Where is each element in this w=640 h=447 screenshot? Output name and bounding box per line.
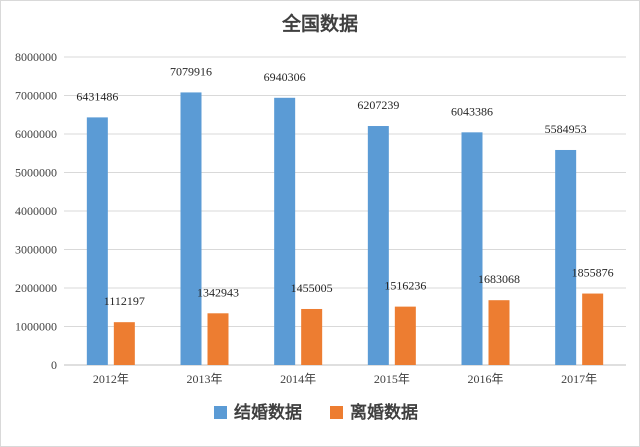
data-label: 7079916 <box>170 64 212 78</box>
x-axis: 2012年 2013年 2014年 2015年 2016年 2017年 <box>93 372 597 386</box>
y-tick-label: 6000000 <box>15 127 57 141</box>
data-label: 1342943 <box>197 285 239 299</box>
data-label: 1455005 <box>291 281 333 295</box>
bar-divorce <box>394 306 416 365</box>
bar-marriage <box>86 117 108 365</box>
y-tick-label: 2000000 <box>15 281 57 295</box>
data-label: 6207239 <box>357 98 399 112</box>
bars: 6431486 1112197 7079916 1342943 6940306 14550… <box>76 64 614 366</box>
data-label: 1683068 <box>478 272 520 286</box>
legend-label: 离婚数据 <box>350 402 418 423</box>
x-tick-label: 2014年 <box>280 372 316 386</box>
legend: 结婚数据 离婚数据 <box>214 402 418 423</box>
x-tick-label: 2017年 <box>561 372 597 386</box>
data-label: 1112197 <box>104 294 145 308</box>
chart-title: 全国数据 <box>281 12 358 35</box>
bar-divorce <box>301 308 323 365</box>
legend-swatch <box>330 406 343 419</box>
y-tick-label: 1000000 <box>15 320 57 334</box>
bar-divorce <box>488 300 510 365</box>
y-tick-label: 5000000 <box>15 166 57 180</box>
y-tick-label: 4000000 <box>15 204 57 218</box>
legend-swatch <box>214 406 227 419</box>
gridlines <box>64 56 626 366</box>
bar-marriage <box>461 132 483 365</box>
data-label: 6940306 <box>264 70 306 84</box>
bar-divorce <box>207 313 229 365</box>
x-tick-label: 2015年 <box>374 372 410 386</box>
data-label: 1516236 <box>384 279 426 293</box>
data-label: 6431486 <box>76 89 118 103</box>
data-label: 1855876 <box>572 266 614 280</box>
data-label: 5584953 <box>545 122 587 136</box>
bar-marriage <box>555 149 577 365</box>
bar-marriage <box>180 92 202 366</box>
y-tick-label: 7000000 <box>15 89 57 103</box>
y-axis: 0 1000000 2000000 3000000 4000000 5000000 6000… <box>15 50 57 372</box>
bar-divorce <box>113 322 135 365</box>
x-tick-label: 2013年 <box>186 372 222 386</box>
x-tick-label: 2012年 <box>93 372 129 386</box>
bar-marriage <box>274 97 296 365</box>
x-tick-label: 2016年 <box>467 372 503 386</box>
y-tick-label: 0 <box>51 358 57 372</box>
y-tick-label: 3000000 <box>15 243 57 257</box>
y-tick-label: 8000000 <box>15 50 57 64</box>
legend-label: 结婚数据 <box>234 402 302 423</box>
bar-divorce <box>582 293 604 365</box>
data-label: 6043386 <box>451 104 493 118</box>
bar-marriage <box>367 126 389 365</box>
